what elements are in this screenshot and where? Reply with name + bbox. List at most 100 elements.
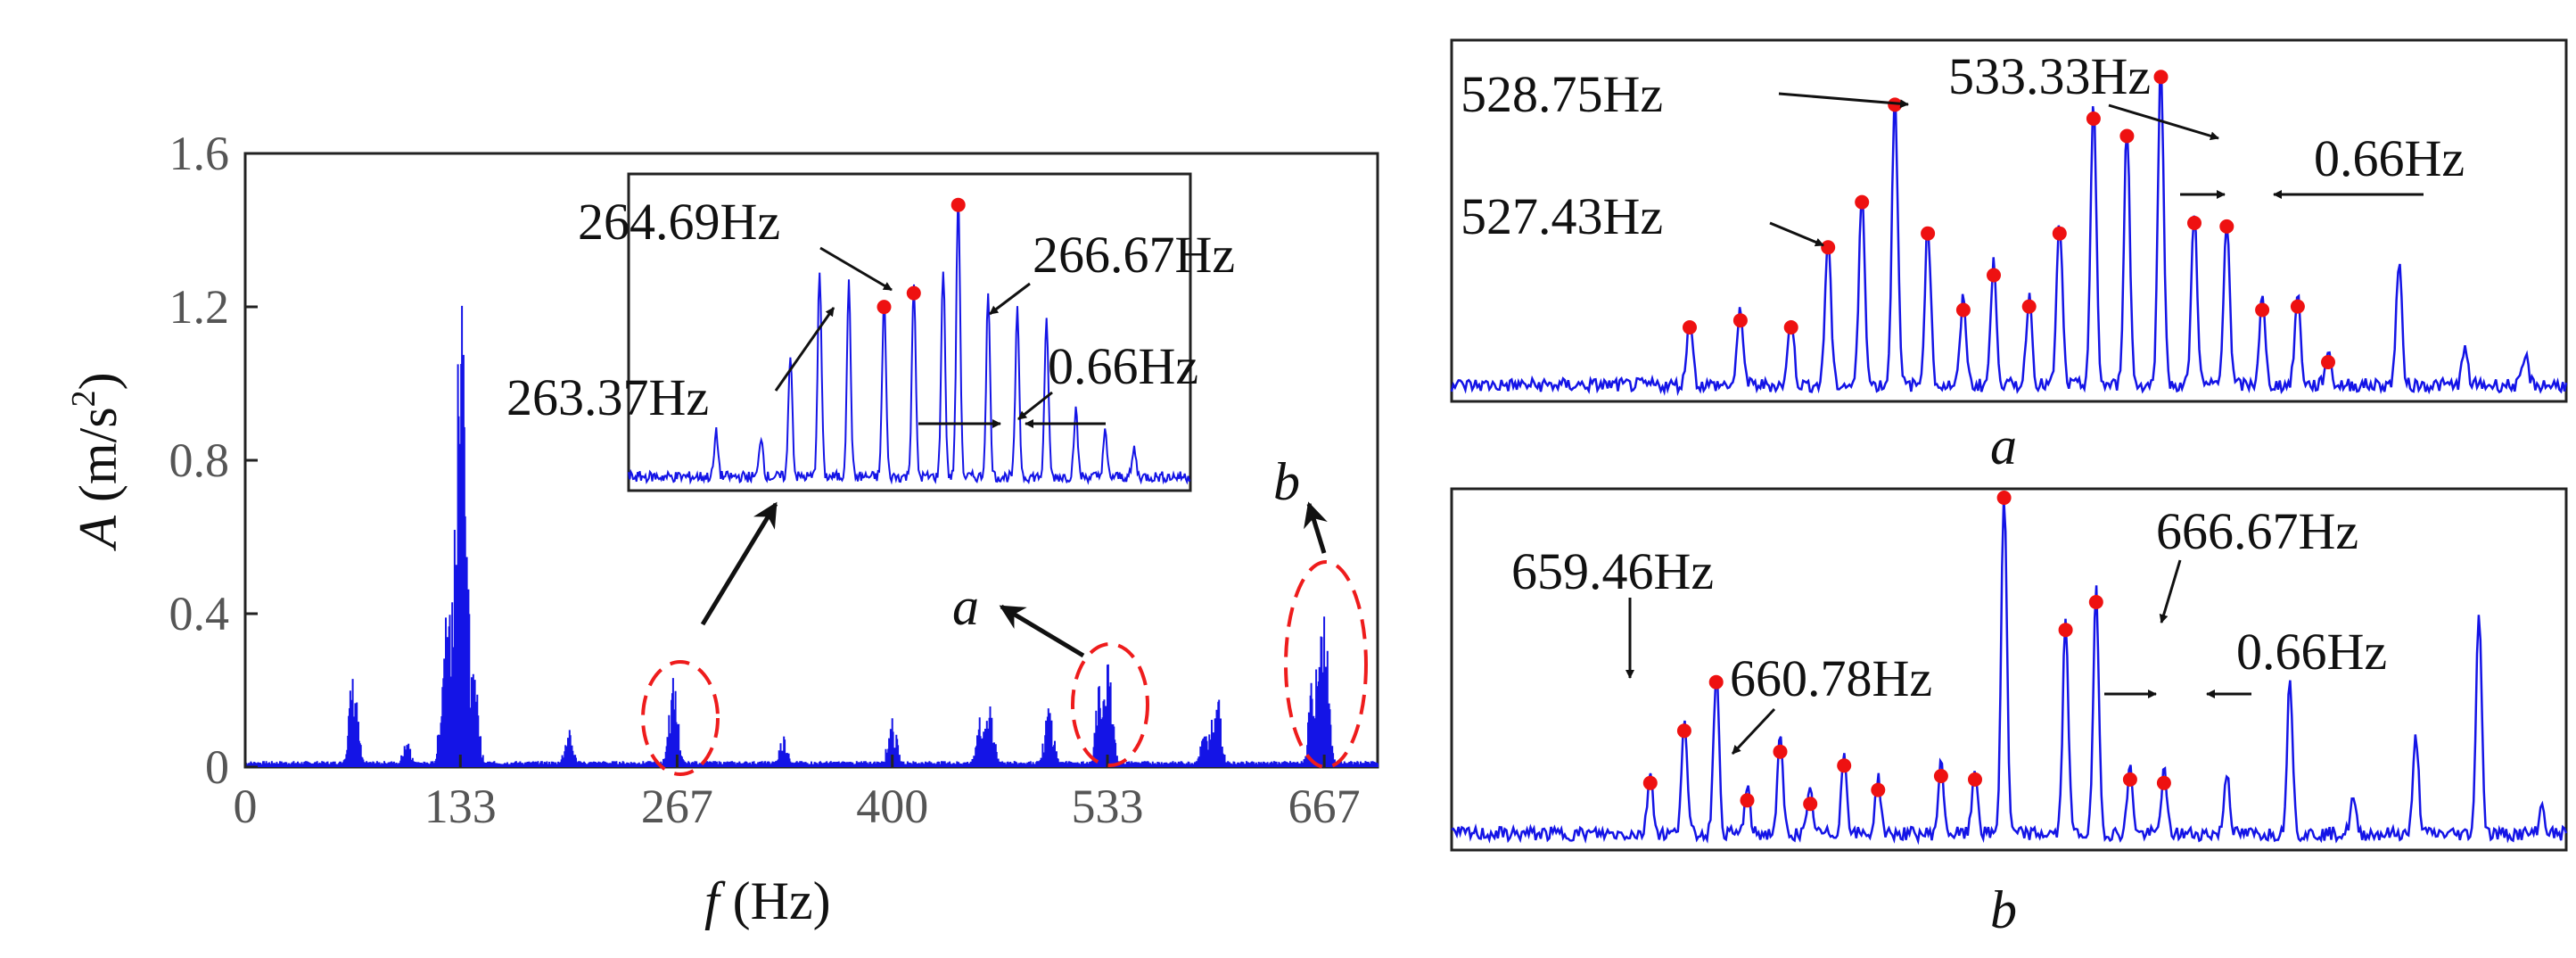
zoom-a-peak-dot-11: [2086, 111, 2101, 126]
y-tick-label-0: 0: [205, 740, 229, 794]
zoom-b-peak-dot-2: [1708, 674, 1724, 690]
zoom-b-peak-dot-10: [1996, 491, 2012, 505]
zoom-a-peak-dot-18: [2321, 355, 2335, 369]
main-x-axis-label: f (Hz): [704, 871, 831, 930]
zoom-b-polyline: [1451, 497, 2568, 846]
zoom-a-annotation-533-33: 533.33Hz: [1948, 47, 2151, 105]
zoom-a-peak-dot-5: [1888, 97, 1903, 112]
zoom-a-peak-dot-1: [1732, 313, 1748, 328]
zoom-a-annotation-0-66: 0.66Hz: [2314, 129, 2465, 187]
inset-spectrum-polyline: [628, 204, 1191, 485]
zoom-a-frame: [1450, 38, 2568, 403]
zoom-panel-a: 528.75Hz 533.33Hz 527.43Hz 0.66Hz a: [1450, 38, 2568, 475]
main-y-ticks: 0 0.4 0.8 1.2 1.6: [169, 127, 258, 794]
zoom-b-peak-dot-8: [1933, 769, 1948, 783]
zoom-a-peak-dot-10: [2052, 226, 2067, 241]
zoom-a-peak-dot-3: [1821, 240, 1836, 255]
x-axis-unit: (Hz): [720, 871, 831, 930]
zoom-b-peak-dots: [1642, 491, 2171, 812]
zoom-b-annotation-660-78: 660.78Hz: [1730, 649, 1932, 707]
region-arrow-a: [999, 604, 1085, 658]
zoom-a-arrow-528-75: [1778, 92, 1909, 109]
zoom-a-peak-dots: [1683, 70, 2335, 369]
zoom-a-peak-dot-6: [1921, 226, 1936, 241]
main-chart: 0 0.4 0.8 1.2 1.6 0 133 267 400 533 667 f (Hz) A …: [65, 127, 1379, 930]
inset-arrow-263-37: [774, 307, 835, 392]
zoom-b-peak-dot-12: [2088, 595, 2103, 609]
zoom-b-annotation-666-67: 666.67Hz: [2156, 502, 2358, 560]
zoom-a-peak-dot-2: [1783, 320, 1798, 334]
inset-annotation-266-67: 266.67Hz: [1033, 226, 1235, 284]
zoom-a-peak-dot-8: [1987, 268, 2001, 283]
zoom-b-arrow-666-67: [2159, 559, 2182, 624]
zoom-a-annotation-528-75: 528.75Hz: [1461, 65, 1663, 123]
region-ellipse-a: [1071, 642, 1149, 767]
zoom-b-peak-dot-7: [1871, 782, 1886, 797]
main-inset: 264.69Hz 266.67Hz 263.37Hz 0.66Hz: [506, 172, 1235, 492]
x-tick-label-4: 533: [1072, 780, 1144, 833]
zoom-a-annotation-527-43: 527.43Hz: [1461, 187, 1663, 245]
zoom-a-spectrum-line: [1450, 78, 2568, 397]
zoom-b-spectrum-line: [1451, 497, 2568, 846]
x-tick-label-2: 267: [641, 780, 713, 833]
zoom-b-peak-dot-5: [1803, 797, 1818, 812]
region-label-a: a: [952, 577, 979, 636]
y-axis-unit-close: ): [69, 372, 128, 390]
zoom-a-arrow-533-33: [2108, 103, 2219, 141]
region-arrow-to-inset: [700, 501, 778, 626]
zoom-a-polyline: [1450, 78, 2568, 397]
y-axis-unit: (m/s: [69, 407, 128, 516]
zoom-a-caption: a: [1990, 417, 2017, 475]
region-arrow-b: [1304, 501, 1328, 554]
zoom-a-peak-dot-4: [1855, 194, 1870, 210]
inset-peak-dot-1: [906, 285, 921, 301]
zoom-a-peak-dot-16: [2255, 302, 2270, 318]
zoom-a-peak-dot-12: [2119, 128, 2135, 144]
inset-spectrum-line: [628, 197, 1191, 485]
x-tick-label-5: 667: [1288, 780, 1361, 833]
inset-frame: [627, 172, 1192, 492]
y-tick-label-2: 0.8: [169, 434, 230, 487]
x-tick-label-0: 0: [234, 780, 258, 833]
region-ellipse-267: [641, 660, 720, 776]
y-axis-unit-superscript: 2: [65, 390, 103, 407]
inset-peak-dot-0: [876, 300, 892, 315]
main-spectrum-line: [244, 305, 1379, 767]
y-tick-label-3: 1.2: [169, 280, 230, 334]
x-tick-label-3: 400: [856, 780, 928, 833]
zoom-a-peak-dot-9: [2021, 299, 2037, 314]
y-tick-label-1: 0.4: [169, 587, 230, 640]
zoom-b-annotation-0-66: 0.66Hz: [2236, 623, 2387, 681]
main-y-axis-label: A (m/s2): [65, 372, 128, 551]
main-x-ticks: 0 133 267 400 533 667: [234, 755, 1361, 833]
zoom-a-arrow-527-43: [1769, 221, 1824, 247]
zoom-b-arrow-660-78: [1731, 707, 1776, 756]
zoom-b-caption: b: [1990, 880, 2017, 939]
zoom-a-peak-dot-13: [2153, 70, 2169, 85]
zoom-b-peak-dot-0: [1642, 775, 1658, 790]
inset-annotation-264-69: 264.69Hz: [578, 193, 780, 251]
zoom-b-peak-dot-13: [2122, 772, 2137, 787]
inset-annotation-263-37: 263.37Hz: [506, 368, 709, 426]
zoom-b-peak-dot-6: [1837, 758, 1852, 773]
zoom-a-peak-dot-7: [1955, 302, 1971, 318]
zoom-b-peak-dot-11: [2058, 623, 2073, 638]
inset-arrow-0-66-pointer: [1017, 391, 1053, 421]
zoom-a-peak-dot-14: [2187, 216, 2202, 230]
inset-peak-dot-2: [951, 197, 966, 212]
inset-arrow-266-67: [989, 282, 1031, 316]
zoom-a-peak-dot-0: [1683, 320, 1697, 334]
region-ellipse-b: [1284, 560, 1368, 769]
zoom-a-peak-dot-15: [2219, 219, 2234, 234]
zoom-panel-b: 659.46Hz 666.67Hz 660.78Hz 0.66Hz b: [1450, 487, 2568, 939]
y-tick-label-4: 1.6: [169, 127, 230, 180]
zoom-b-peak-dot-9: [1968, 772, 1982, 787]
inset-annotation-0-66: 0.66Hz: [1048, 337, 1198, 395]
zoom-b-peak-dot-14: [2156, 775, 2171, 790]
zoom-b-peak-dot-3: [1740, 793, 1755, 808]
zoom-a-peak-dot-17: [2290, 299, 2305, 314]
x-tick-label-1: 133: [424, 780, 497, 833]
region-label-b: b: [1273, 452, 1300, 511]
zoom-b-peak-dot-4: [1773, 744, 1788, 759]
